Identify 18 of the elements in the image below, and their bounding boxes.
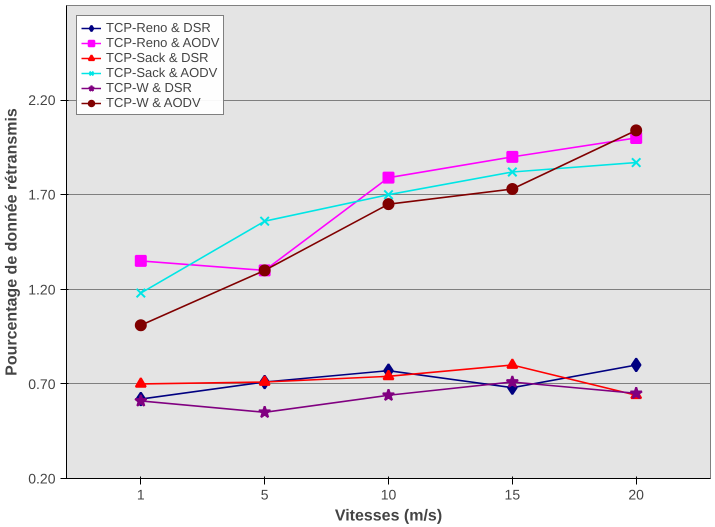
legend-label: TCP-W & AODV xyxy=(106,95,201,110)
x-tick-label: 10 xyxy=(380,486,396,502)
legend-label: TCP-Sack & AODV xyxy=(106,65,218,80)
legend-label: TCP-Reno & DSR xyxy=(106,20,211,35)
y-axis-title: Pourcentage de donnée rétransmis xyxy=(3,108,20,376)
legend-label: TCP-Reno & AODV xyxy=(106,35,220,50)
y-tick-label: 2.20 xyxy=(28,92,56,108)
y-tick-label: 0.70 xyxy=(28,376,56,392)
x-tick-label: 15 xyxy=(504,486,520,502)
y-tick-label: 1.70 xyxy=(28,186,56,203)
x-axis-title: Vitesses (m/s) xyxy=(334,508,442,524)
x-tick-label: 5 xyxy=(260,486,269,502)
x-tick-label: 1 xyxy=(136,486,145,502)
y-tick-label: 0.20 xyxy=(28,470,56,486)
legend-label: TCP-W & DSR xyxy=(106,80,192,95)
legend-label: TCP-Sack & DSR xyxy=(106,50,209,65)
y-tick-label: 1.20 xyxy=(28,281,56,298)
x-tick-label: 20 xyxy=(628,486,644,502)
